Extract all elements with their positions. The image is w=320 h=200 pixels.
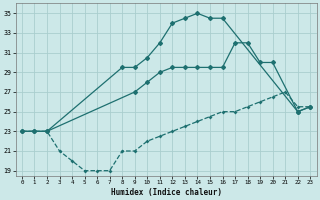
X-axis label: Humidex (Indice chaleur): Humidex (Indice chaleur) — [111, 188, 221, 197]
